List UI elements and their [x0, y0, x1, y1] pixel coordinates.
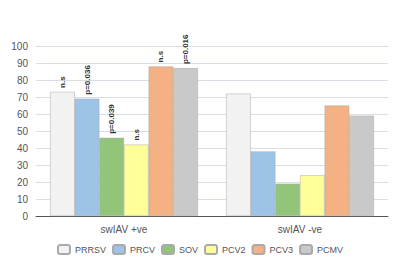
svg-text:PCV3: PCV3 — [270, 245, 294, 255]
svg-text:PRRSV: PRRSV — [75, 245, 106, 255]
svg-text:30: 30 — [17, 160, 29, 171]
svg-text:swIAV -ve: swIAV -ve — [278, 224, 323, 235]
svg-text:p=0.039: p=0.039 — [107, 104, 116, 134]
svg-text:20: 20 — [17, 177, 29, 188]
svg-text:70: 70 — [17, 92, 29, 103]
svg-text:n.s: n.s — [156, 50, 165, 62]
svg-text:50: 50 — [17, 126, 29, 137]
svg-text:100: 100 — [11, 41, 28, 52]
svg-text:60: 60 — [17, 109, 29, 120]
svg-text:40: 40 — [17, 143, 29, 154]
svg-text:PRCV: PRCV — [130, 245, 155, 255]
svg-text:p=0.036: p=0.036 — [83, 65, 92, 95]
svg-text:n.s: n.s — [58, 76, 67, 88]
svg-text:p=0.016: p=0.016 — [181, 34, 190, 64]
svg-text:SOV: SOV — [179, 245, 198, 255]
svg-text:PCMV: PCMV — [317, 245, 343, 255]
svg-text:0: 0 — [22, 211, 28, 222]
svg-text:PCV2: PCV2 — [222, 245, 246, 255]
svg-text:n.s: n.s — [132, 128, 141, 140]
svg-text:90: 90 — [17, 58, 29, 69]
svg-text:80: 80 — [17, 75, 29, 86]
svg-text:10: 10 — [17, 194, 29, 205]
svg-text:swIAV +ve: swIAV +ve — [101, 224, 148, 235]
